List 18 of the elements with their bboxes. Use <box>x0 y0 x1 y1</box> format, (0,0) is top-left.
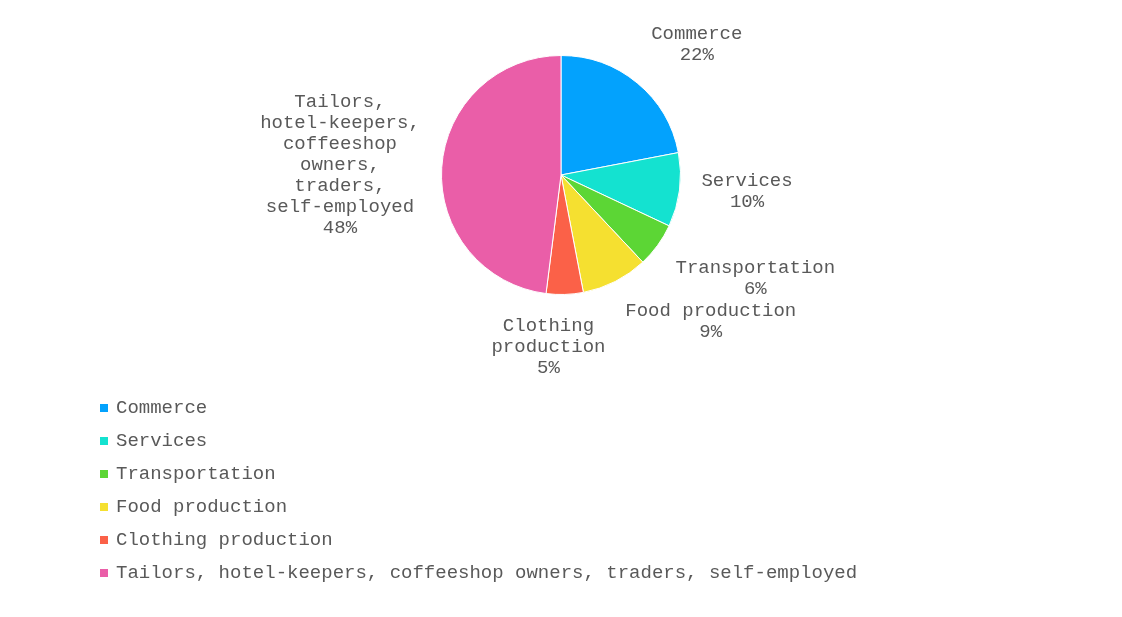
data-label: 22% <box>679 43 715 66</box>
legend-label: Clothing production <box>116 529 333 551</box>
data-label: 48% <box>322 217 358 240</box>
slice-label: Transportation <box>675 256 836 279</box>
legend-label: Commerce <box>116 397 208 419</box>
slice-label: Food production <box>625 299 797 322</box>
slice-label: Clothing production <box>491 314 606 358</box>
data-label: 10% <box>729 191 765 214</box>
legend-label: Food production <box>116 496 288 518</box>
slice-label: Services <box>701 170 793 193</box>
slice-label: Commerce <box>651 22 743 45</box>
legend-label: Transportation <box>116 463 276 485</box>
data-label: 9% <box>699 320 723 343</box>
data-label: 6% <box>743 277 768 300</box>
data-label: 5% <box>537 356 561 379</box>
slice-label: Tailors, hotel-keepers, coffeeshop owners, traders, self-employed <box>260 91 420 219</box>
legend-label: Services <box>116 430 208 452</box>
legend-label: Tailors, hotel-keepers, coffeeshop owners, traders, self-employed <box>116 562 858 584</box>
